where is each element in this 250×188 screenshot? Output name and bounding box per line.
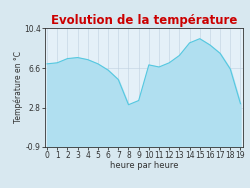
Y-axis label: Température en °C: Température en °C [13,52,22,123]
Title: Evolution de la température: Evolution de la température [50,14,237,27]
X-axis label: heure par heure: heure par heure [110,161,178,170]
